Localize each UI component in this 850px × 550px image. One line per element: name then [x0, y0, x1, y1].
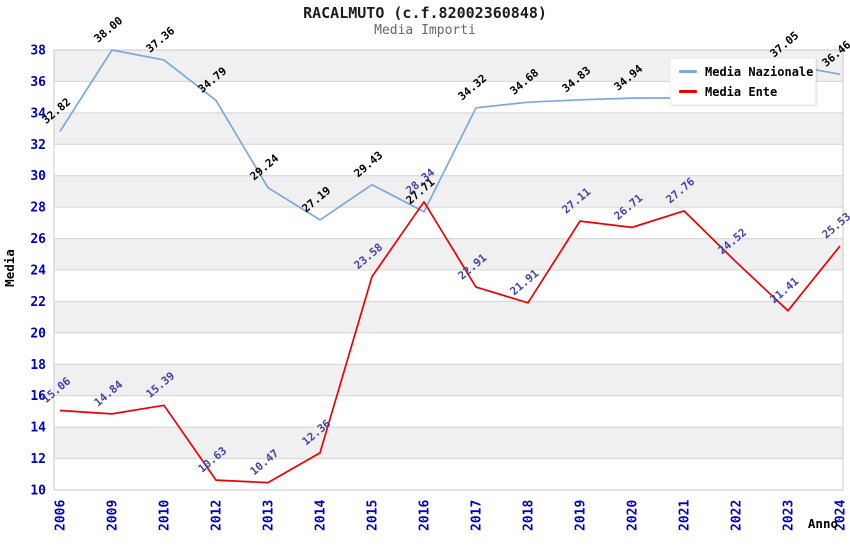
x-tick-label: 2009 — [106, 500, 121, 531]
legend-line-icon — [679, 90, 697, 93]
chart-title: RACALMUTO (c.f.82002360848) — [303, 4, 547, 22]
legend-line-icon — [679, 70, 697, 73]
legend-item-media-nazionale: Media Nazionale — [679, 65, 815, 79]
x-tick-label: 2024 — [834, 500, 849, 531]
data-label: 21.91 — [508, 267, 542, 298]
x-tick-label: 2006 — [54, 500, 69, 531]
x-axis-title: Anno — [808, 516, 838, 531]
y-tick-label: 12 — [30, 452, 46, 467]
y-tick-label: 10 — [30, 484, 46, 499]
legend-label: Media Nazionale — [705, 64, 814, 79]
data-label: 25.53 — [820, 210, 850, 241]
y-tick-label: 32 — [30, 138, 46, 153]
grid-band — [54, 427, 843, 459]
x-tick-label: 2012 — [210, 500, 225, 531]
chart-subtitle: Media Importi — [374, 22, 476, 38]
x-tick-label: 2018 — [522, 500, 537, 531]
grid-band — [54, 301, 843, 333]
y-tick-label: 20 — [30, 326, 46, 341]
x-tick-label: 2023 — [782, 500, 797, 531]
x-tick-label: 2020 — [626, 500, 641, 531]
x-tick-label: 2013 — [262, 500, 277, 531]
y-tick-label: 26 — [30, 232, 46, 247]
legend-item-media-ente: Media Ente — [679, 85, 815, 99]
x-tick-label: 2019 — [574, 500, 589, 531]
y-tick-label: 30 — [30, 169, 46, 184]
x-tick-label: 2016 — [418, 500, 433, 531]
grid-band — [54, 364, 843, 396]
x-tick-label: 2017 — [470, 500, 485, 531]
legend-label: Media Ente — [705, 84, 778, 99]
y-tick-label: 14 — [30, 421, 46, 436]
x-tick-label: 2022 — [730, 500, 745, 531]
x-tick-label: 2015 — [366, 500, 381, 531]
y-tick-label: 34 — [30, 106, 46, 121]
y-axis-title: Media — [2, 249, 17, 287]
y-tick-label: 22 — [30, 295, 46, 310]
x-tick-label: 2021 — [678, 500, 693, 531]
y-tick-label: 24 — [30, 264, 46, 279]
chart-legend: Media Nazionale Media Ente — [670, 58, 816, 105]
x-tick-label: 2014 — [314, 500, 329, 531]
plot-border — [53, 49, 844, 491]
y-tick-label: 28 — [30, 201, 46, 216]
chart-header: RACALMUTO (c.f.82002360848) Media Import… — [0, 4, 850, 40]
grid-band — [54, 238, 843, 270]
x-tick-label: 2010 — [158, 500, 173, 531]
y-tick-label: 38 — [30, 44, 46, 59]
grid-band — [54, 175, 843, 208]
y-tick-label: 36 — [30, 75, 46, 90]
series-line-media-ente — [59, 200, 841, 484]
grid-band — [54, 112, 843, 145]
y-tick-label: 18 — [30, 358, 46, 373]
y-tick-label: 16 — [30, 389, 46, 404]
